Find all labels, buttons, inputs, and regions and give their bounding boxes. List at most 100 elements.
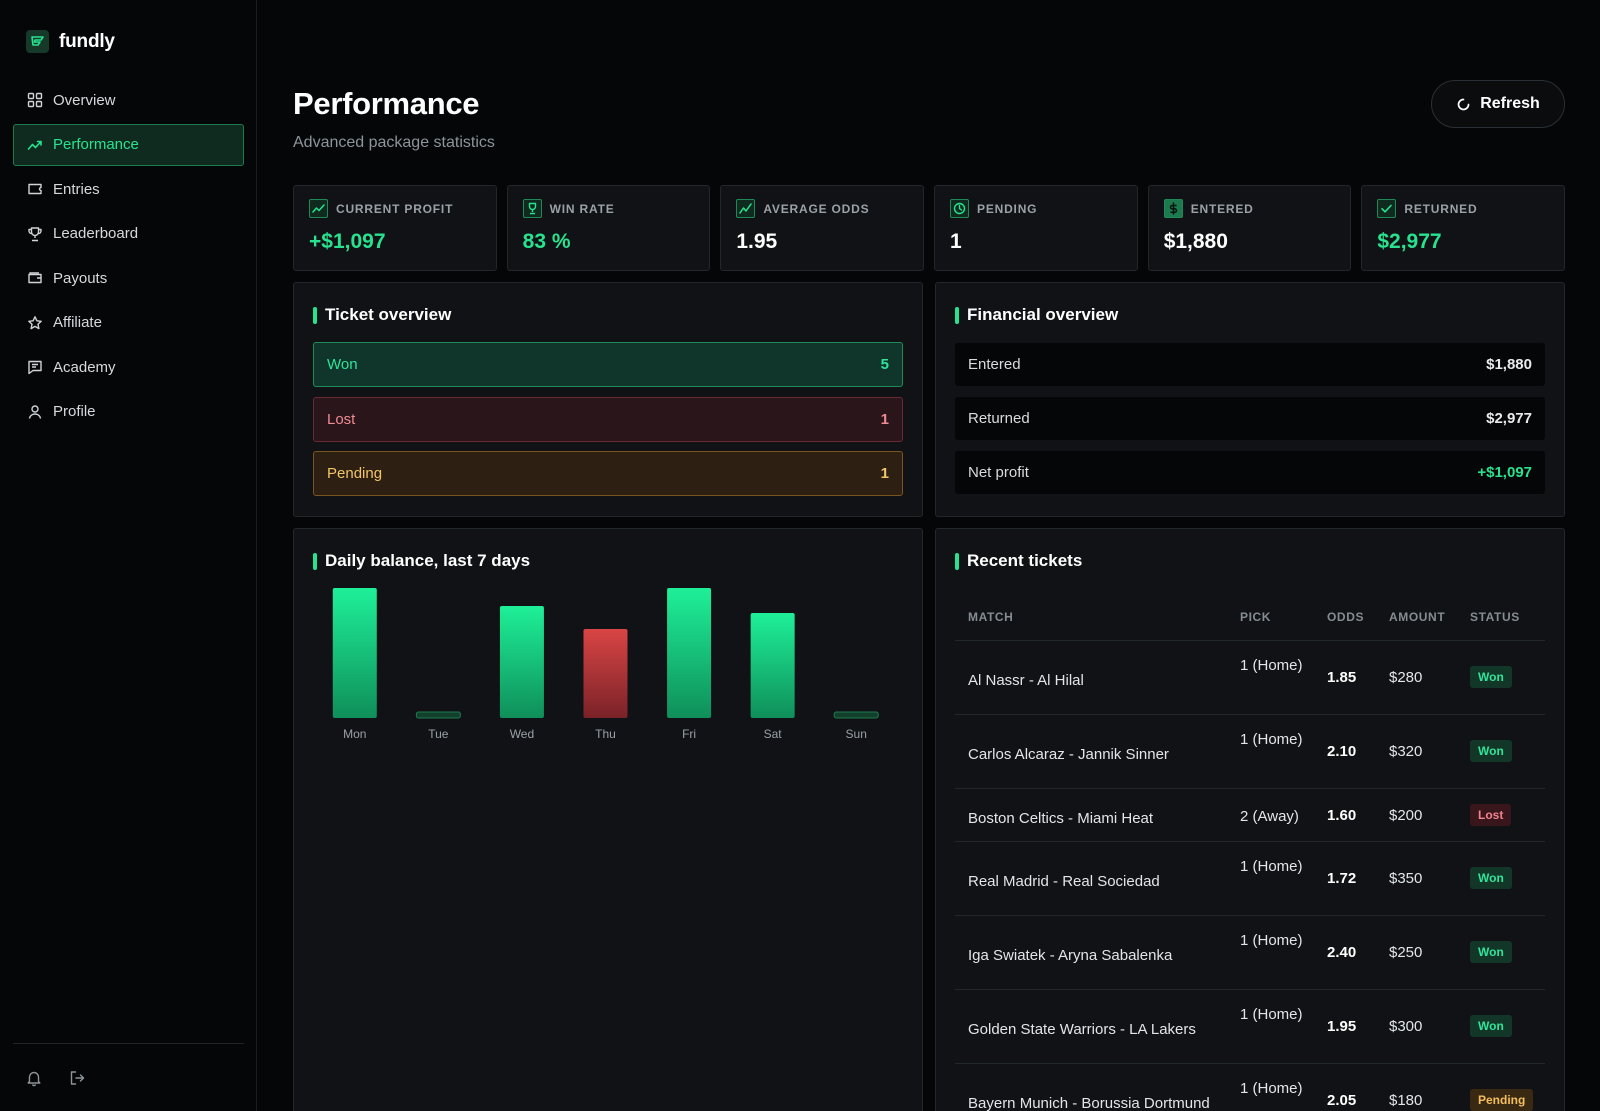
ticket-pick: 1 (Home)	[1240, 731, 1303, 748]
ticket-amount: $350	[1389, 870, 1423, 887]
sidebar-item-label: Performance	[53, 136, 139, 153]
sidebar-item-payouts[interactable]: Payouts	[13, 257, 244, 299]
financial-label: Returned	[968, 410, 1030, 427]
fundly-logo-icon	[26, 30, 49, 53]
stat-value: 1.95	[736, 230, 778, 253]
status-badge: Lost	[1470, 803, 1512, 826]
sidebar-item-label: Overview	[53, 91, 116, 109]
ticket-match: Carlos Alcaraz - Jannik Sinner	[968, 746, 1169, 763]
ticket-row-pending[interactable]: Pending 1	[313, 451, 903, 496]
column-header-match[interactable]: MATCH	[968, 610, 1014, 624]
financial-label: Net profit	[968, 464, 1029, 481]
stat-value: $2,977	[1377, 230, 1442, 253]
user-icon	[28, 404, 42, 419]
ticket-count: 1	[880, 465, 889, 482]
stat-card-pending: PENDING 1	[934, 185, 1138, 271]
refresh-button[interactable]: Refresh	[1431, 80, 1565, 128]
ticket-count: 1	[880, 411, 889, 428]
sidebar-item-label: Academy	[53, 358, 116, 376]
trend-icon	[736, 199, 756, 218]
ticket-count: 5	[880, 356, 889, 373]
panel-title: Daily balance, last 7 days	[313, 551, 530, 571]
sidebar-item-performance[interactable]: Performance	[13, 123, 244, 166]
ticket-amount: $320	[1389, 743, 1423, 760]
ticket-match: Iga Swiatek - Aryna Sabalenka	[968, 947, 1173, 964]
grid-icon	[27, 92, 43, 108]
logout-icon[interactable]	[68, 1069, 86, 1087]
refresh-label: Refresh	[1480, 95, 1540, 112]
ticket-amount: $250	[1389, 944, 1423, 961]
sidebar-item-affiliate[interactable]: Affiliate	[13, 302, 244, 344]
table-header: MATCH PICK ODDS AMOUNT STATUS	[955, 593, 1545, 641]
status-badge: Pending	[1470, 1089, 1534, 1111]
ticket-match: Bayern Munich - Borussia Dortmund	[968, 1095, 1210, 1111]
status-badge: Won	[1470, 740, 1512, 762]
stat-label: WIN RATE	[549, 201, 615, 216]
book-icon	[28, 360, 42, 375]
stat-label: RETURNED	[1404, 201, 1478, 216]
trend-icon	[27, 140, 42, 150]
refresh-icon	[1457, 98, 1470, 110]
ticket-row-won[interactable]: Won 5	[313, 342, 903, 387]
bar-wed[interactable]	[499, 606, 544, 718]
x-tick-label: Mon	[343, 727, 366, 741]
financial-row-net-profit: Net profit +$1,097	[955, 451, 1545, 494]
sidebar-item-entries[interactable]: Entries	[13, 168, 244, 210]
financial-label: Entered	[968, 356, 1021, 373]
ticket-label: Pending	[327, 465, 383, 482]
table-row[interactable]: Golden State Warriors - LA Lakers 1 (Home…	[955, 990, 1545, 1064]
brand[interactable]: fundly	[26, 30, 115, 53]
sidebar-item-overview[interactable]: Overview	[13, 79, 244, 121]
column-header-status[interactable]: STATUS	[1470, 610, 1520, 624]
ticket-odds: 2.40	[1327, 944, 1357, 961]
panel-title: Recent tickets	[955, 551, 1082, 571]
ticket-pick: 1 (Home)	[1240, 858, 1303, 875]
sidebar-item-leaderboard[interactable]: Leaderboard	[13, 213, 244, 255]
table-row[interactable]: Real Madrid - Real Sociedad 1 (Home) 1.72 $…	[955, 842, 1545, 916]
stat-label: AVERAGE ODDS	[763, 201, 870, 216]
bar-mon[interactable]	[332, 588, 377, 718]
ticket-odds: 1.95	[1327, 1018, 1357, 1035]
column-header-odds[interactable]: ODDS	[1327, 610, 1365, 624]
column-header-pick[interactable]: PICK	[1240, 610, 1272, 624]
panel-title: Financial overview	[955, 305, 1118, 325]
ticket-odds: 2.10	[1327, 743, 1357, 760]
column-header-amount[interactable]: AMOUNT	[1389, 610, 1446, 624]
bar-fri[interactable]	[667, 588, 712, 718]
sidebar-item-profile[interactable]: Profile	[13, 391, 244, 433]
recent-tickets-table: MATCH PICK ODDS AMOUNT STATUS Al Nassr -…	[955, 593, 1545, 1111]
table-row[interactable]: Carlos Alcaraz - Jannik Sinner 1 (Home) 2.…	[955, 715, 1545, 789]
ticket-row-lost[interactable]: Lost 1	[313, 397, 903, 442]
financial-row-returned: Returned $2,977	[955, 397, 1545, 440]
stat-card-current-profit: CURRENT PROFIT +$1,097	[293, 185, 497, 271]
bar-sun[interactable]	[833, 711, 879, 719]
x-tick-label: Wed	[510, 727, 534, 741]
financial-amount: $1,880	[1486, 356, 1532, 373]
status-badge: Won	[1470, 666, 1512, 688]
sidebar-item-academy[interactable]: Academy	[13, 346, 244, 388]
stats-row: CURRENT PROFIT +$1,097 WIN RATE 83 % AVE…	[293, 185, 1566, 271]
stat-label: PENDING	[977, 201, 1038, 216]
ticket-amount: $200	[1389, 806, 1423, 824]
trend-icon	[309, 199, 328, 218]
bell-icon[interactable]	[25, 1069, 43, 1087]
bar-thu[interactable]	[583, 629, 628, 718]
x-tick-label: Thu	[595, 727, 616, 741]
table-row[interactable]: Bayern Munich - Borussia Dortmund 1 (Home…	[955, 1064, 1545, 1111]
sidebar-item-label: Payouts	[53, 269, 108, 287]
bar-sat[interactable]	[750, 613, 795, 718]
sidebar-item-label: Affiliate	[53, 314, 102, 331]
wallet-icon	[28, 272, 42, 284]
sidebar-nav: Overview Performance Entries Leaderboard…	[13, 79, 244, 435]
table-row[interactable]: Al Nassr - Al Hilal 1 (Home) 1.85 $280 Won	[955, 641, 1545, 715]
ticket-pick: 1 (Home)	[1240, 1080, 1303, 1097]
financial-amount: $2,977	[1486, 410, 1532, 427]
ticket-match: Real Madrid - Real Sociedad	[968, 873, 1160, 890]
ticket-odds: 1.85	[1327, 669, 1357, 686]
table-row[interactable]: Iga Swiatek - Aryna Sabalenka 1 (Home) 2.4…	[955, 916, 1545, 990]
brand-name: fundly	[59, 30, 115, 52]
sidebar-item-label: Entries	[53, 180, 100, 198]
table-row[interactable]: Boston Celtics - Miami Heat 2 (Away) 1.60 $…	[955, 789, 1545, 842]
bar-tue[interactable]	[415, 711, 461, 719]
sidebar-item-label: Leaderboard	[53, 225, 139, 242]
